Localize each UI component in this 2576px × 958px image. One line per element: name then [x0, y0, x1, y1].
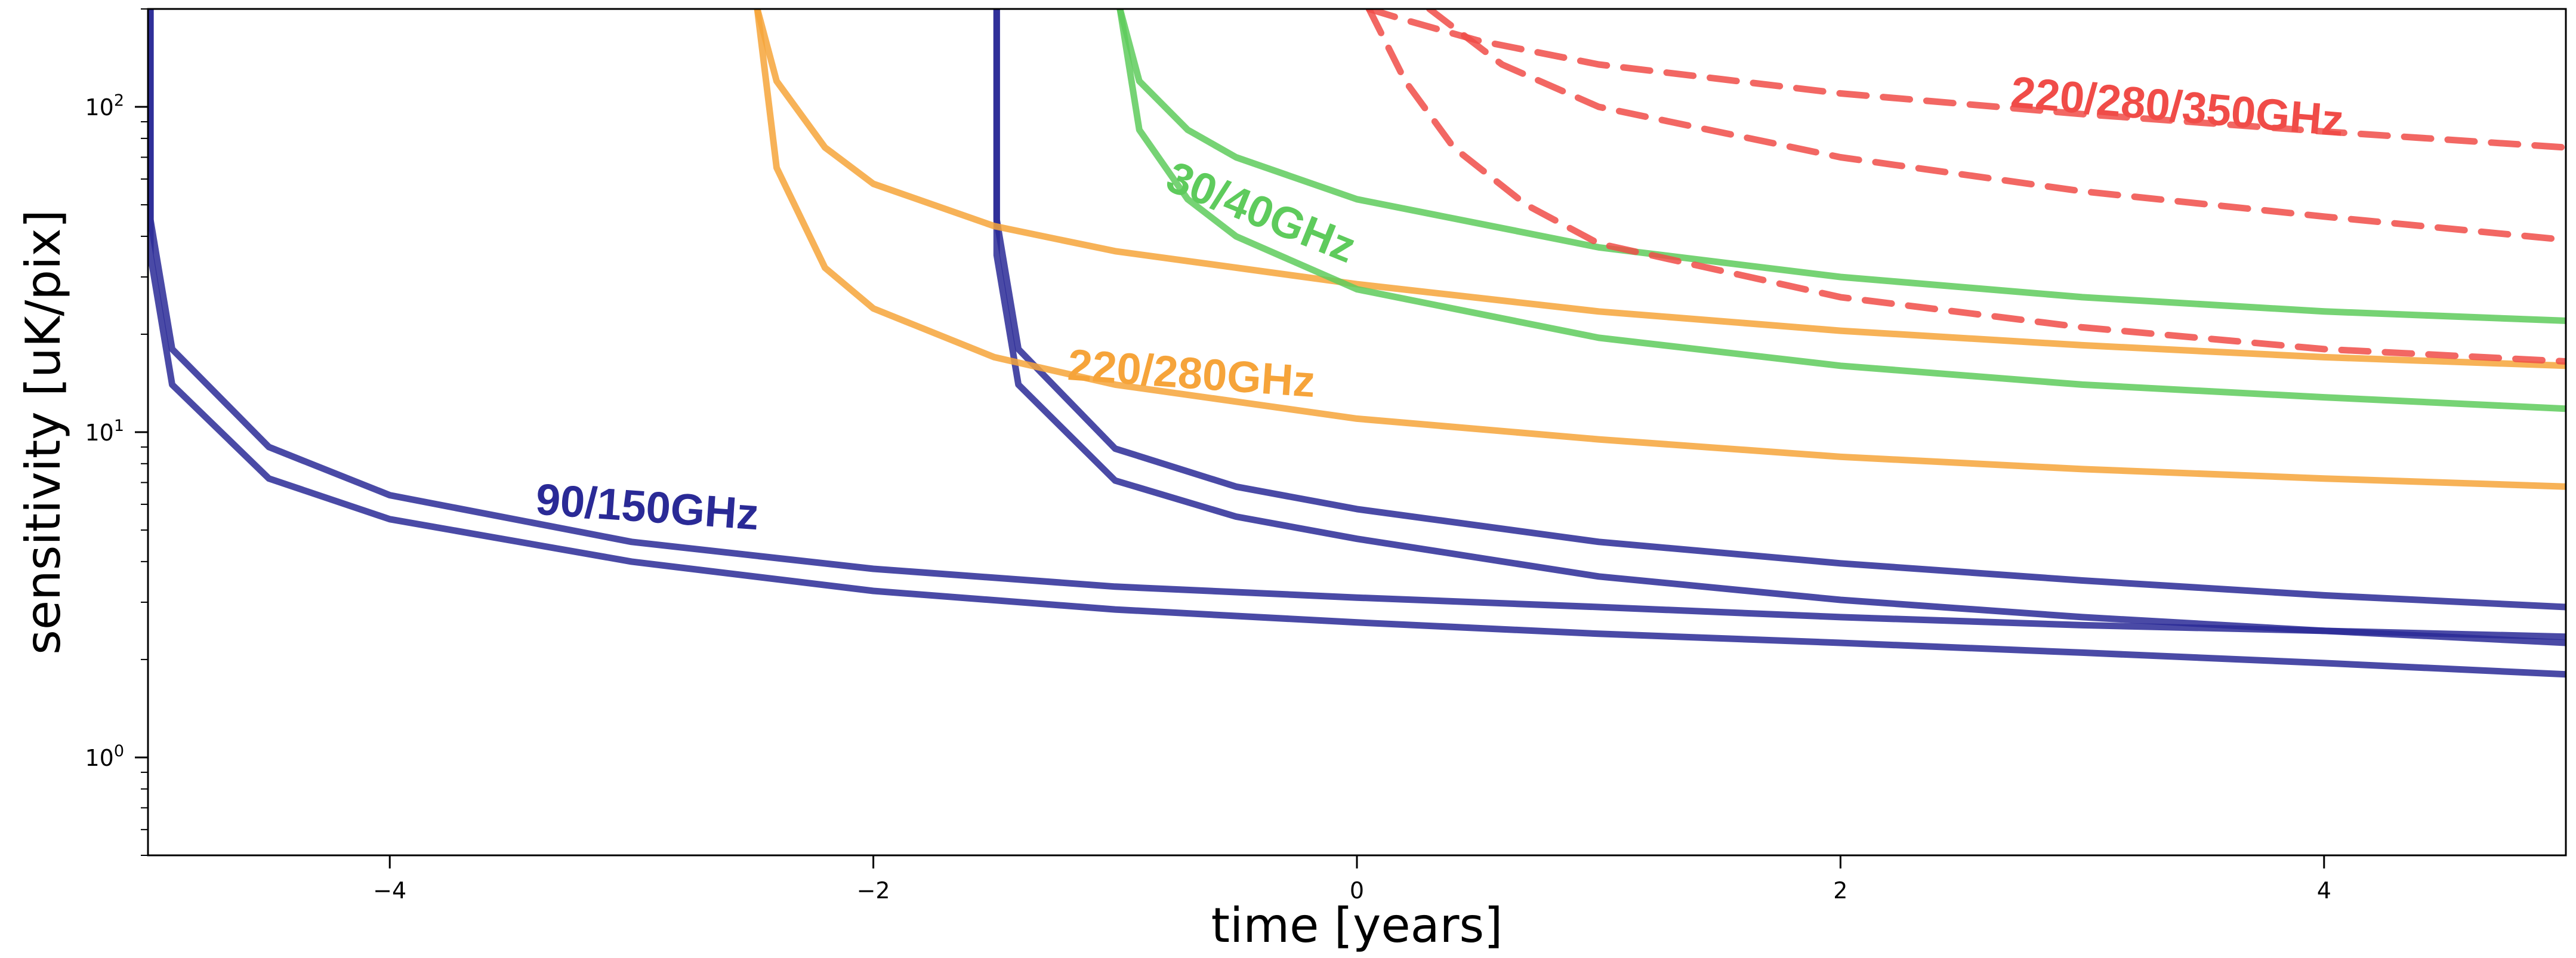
curve-90-150ghz-4	[993, 9, 2566, 646]
curve-90-150ghz-1	[148, 9, 2566, 640]
x-tick-label: 2	[1833, 877, 1847, 904]
x-axis: −4 −2 0 2 4	[373, 855, 2331, 904]
series-label-220-280-350ghz: 220/280/350GHz	[2009, 67, 2346, 145]
x-tick-label: −4	[373, 877, 406, 904]
series-label-30-40ghz: 30/40GHz	[1160, 152, 1363, 272]
x-tick-label: 4	[2317, 877, 2331, 904]
y-tick-label: 102	[85, 91, 124, 121]
curve-220-280-350ghz-2	[1426, 9, 2566, 244]
curve-220-280ghz-2	[754, 9, 2566, 490]
plot-frame	[147, 8, 2567, 857]
y-tick-label: 100	[85, 742, 124, 771]
x-tick-label: −2	[857, 877, 890, 904]
curve-30-40ghz-1	[1116, 9, 2566, 324]
y-axis: 100 101 102	[85, 8, 148, 856]
curve-90-150ghz-3	[993, 9, 2566, 611]
y-axis-title: sensitivity [uK/pix]	[16, 210, 71, 655]
curve-220-280-350ghz-1	[1365, 9, 2566, 151]
x-axis-title: time [years]	[1211, 898, 1503, 953]
curve-30-40ghz-2	[1116, 9, 2566, 412]
curve-90-150ghz-2	[148, 9, 2566, 678]
curve-layer	[148, 9, 2566, 678]
x-tick-label: 0	[1350, 877, 1364, 904]
y-tick-label: 101	[85, 417, 124, 446]
curve-220-280ghz-1	[754, 9, 2566, 369]
curve-220-280-350ghz-3	[1365, 9, 2566, 365]
series-label-220-280ghz: 220/280GHz	[1066, 340, 1317, 406]
